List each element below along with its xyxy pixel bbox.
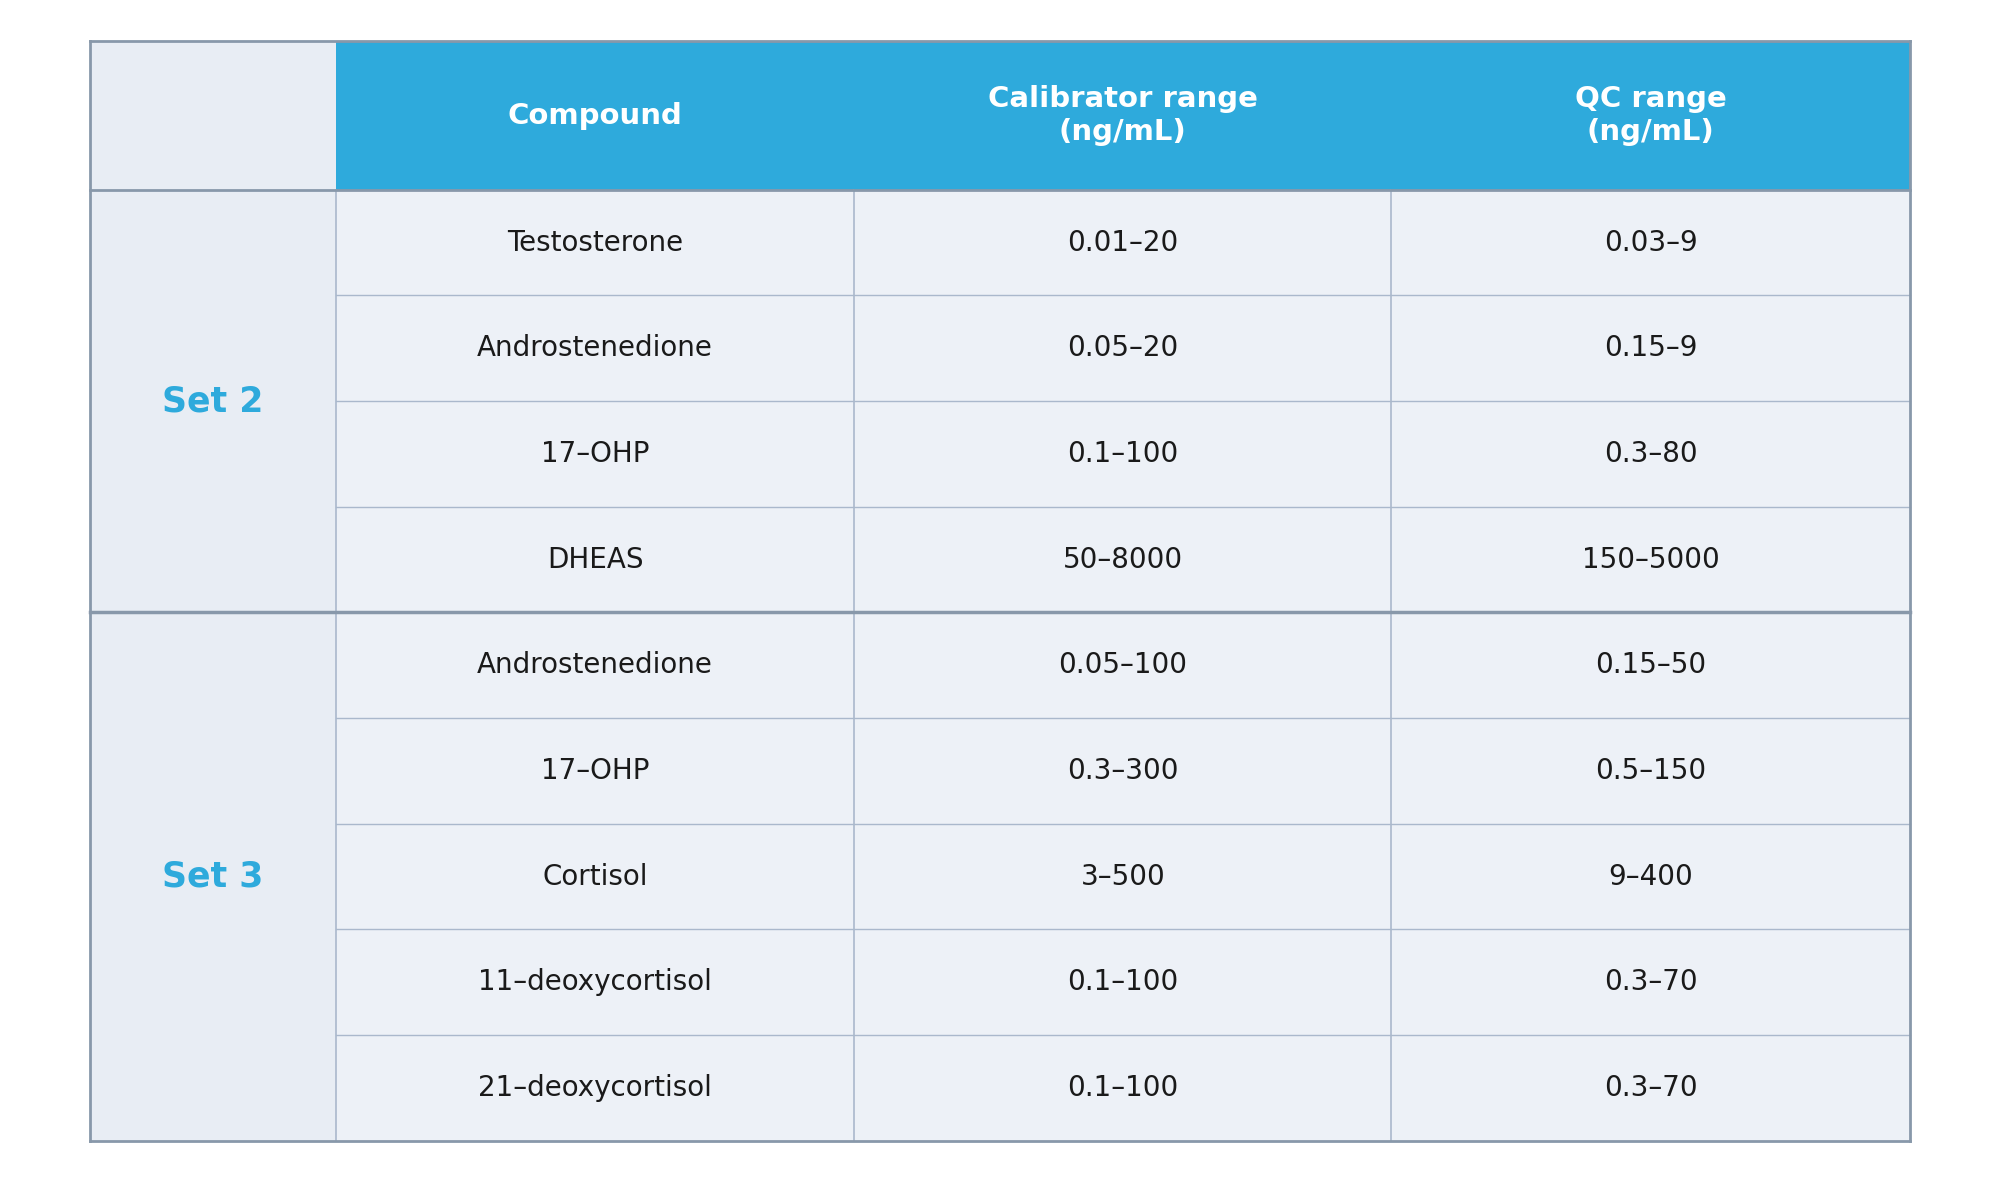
Text: 0.15–9: 0.15–9	[1604, 335, 1698, 362]
Bar	[1392, 612, 1910, 717]
Bar	[854, 1035, 1392, 1141]
Bar	[90, 296, 336, 401]
Text: 9–400: 9–400	[1608, 863, 1694, 890]
Bar	[336, 612, 854, 717]
Text: 0.1–100: 0.1–100	[1068, 440, 1178, 468]
Bar	[90, 824, 336, 929]
Bar	[854, 507, 1392, 612]
Bar	[1392, 296, 1910, 401]
Text: DHEAS: DHEAS	[546, 546, 644, 573]
Bar	[90, 190, 336, 296]
Bar	[336, 1035, 854, 1141]
Text: 21–deoxycortisol: 21–deoxycortisol	[478, 1073, 712, 1102]
Bar	[854, 190, 1392, 296]
Text: 17–OHP: 17–OHP	[540, 440, 650, 468]
Text: 17–OHP: 17–OHP	[540, 756, 650, 785]
Text: 0.15–50: 0.15–50	[1596, 651, 1706, 680]
Text: Androstenedione: Androstenedione	[478, 651, 712, 680]
Bar	[336, 507, 854, 612]
Text: 0.05–100: 0.05–100	[1058, 651, 1188, 680]
Bar	[336, 717, 854, 824]
Text: 11–deoxycortisol: 11–deoxycortisol	[478, 968, 712, 996]
Text: 0.01–20: 0.01–20	[1068, 228, 1178, 256]
Bar	[854, 41, 1392, 190]
Text: Testosterone: Testosterone	[506, 228, 684, 256]
Bar	[336, 929, 854, 1035]
Bar	[336, 296, 854, 401]
Bar	[1392, 1035, 1910, 1141]
Bar	[1392, 401, 1910, 507]
Text: Calibrator range
(ng/mL): Calibrator range (ng/mL)	[988, 85, 1258, 145]
Bar	[336, 401, 854, 507]
Text: 0.03–9: 0.03–9	[1604, 228, 1698, 256]
Text: 0.1–100: 0.1–100	[1068, 1073, 1178, 1102]
Text: 0.3–70: 0.3–70	[1604, 1073, 1698, 1102]
Text: Set 3: Set 3	[162, 859, 264, 894]
Bar	[854, 296, 1392, 401]
Bar	[336, 41, 854, 190]
Bar	[1392, 929, 1910, 1035]
Text: 0.5–150: 0.5–150	[1596, 756, 1706, 785]
Bar	[854, 612, 1392, 717]
Bar	[854, 929, 1392, 1035]
Text: Androstenedione: Androstenedione	[478, 335, 712, 362]
Bar	[1392, 717, 1910, 824]
Bar	[90, 929, 336, 1035]
Bar	[854, 401, 1392, 507]
Text: 50–8000: 50–8000	[1062, 546, 1182, 573]
Bar	[854, 717, 1392, 824]
Text: 0.05–20: 0.05–20	[1068, 335, 1178, 362]
Bar	[90, 507, 336, 612]
Bar	[336, 824, 854, 929]
Text: Set 2: Set 2	[162, 384, 264, 418]
Bar	[336, 190, 854, 296]
Text: 0.3–70: 0.3–70	[1604, 968, 1698, 996]
Bar	[1392, 190, 1910, 296]
Bar	[1392, 824, 1910, 929]
Text: Compound: Compound	[508, 102, 682, 130]
Text: 0.1–100: 0.1–100	[1068, 968, 1178, 996]
Bar	[90, 612, 336, 717]
Bar	[90, 717, 336, 824]
Bar	[90, 41, 336, 190]
Text: Cortisol: Cortisol	[542, 863, 648, 890]
Text: 0.3–300: 0.3–300	[1068, 756, 1178, 785]
Bar	[90, 401, 336, 507]
Text: 150–5000: 150–5000	[1582, 546, 1720, 573]
Bar	[1392, 507, 1910, 612]
Text: QC range
(ng/mL): QC range (ng/mL)	[1574, 85, 1726, 145]
Bar	[1392, 41, 1910, 190]
Bar	[90, 1035, 336, 1141]
Text: 3–500: 3–500	[1080, 863, 1166, 890]
Bar	[854, 824, 1392, 929]
Text: 0.3–80: 0.3–80	[1604, 440, 1698, 468]
